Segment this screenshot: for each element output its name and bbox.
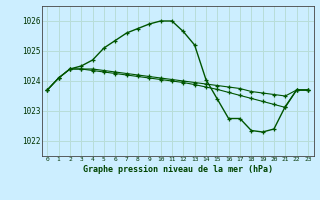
X-axis label: Graphe pression niveau de la mer (hPa): Graphe pression niveau de la mer (hPa): [83, 165, 273, 174]
